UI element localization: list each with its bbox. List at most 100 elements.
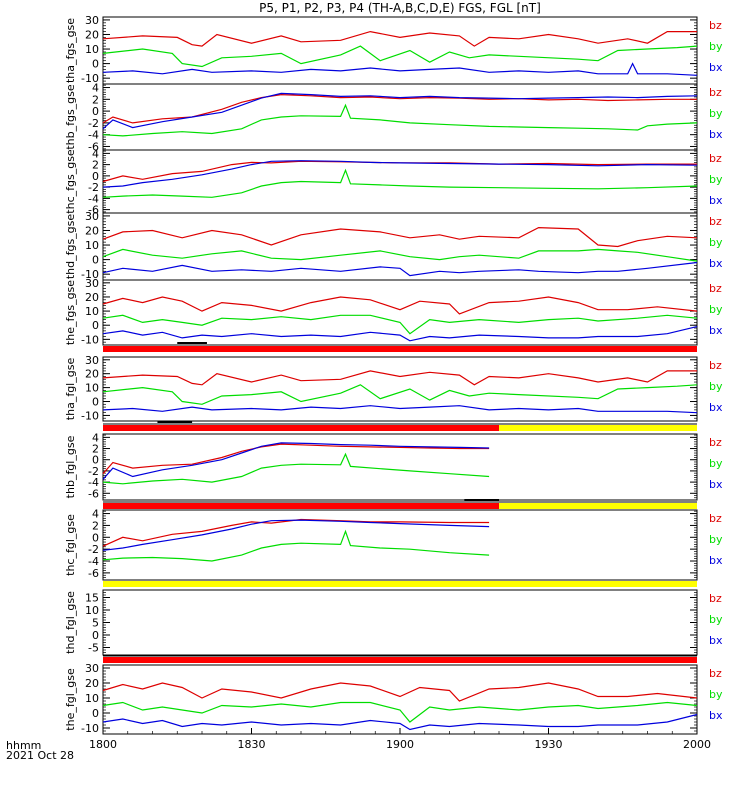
series-by	[102, 452, 490, 485]
series-bx	[102, 92, 698, 130]
y-tick-label: 15	[85, 592, 99, 605]
y-tick-label: -4	[88, 129, 99, 142]
y-tick-label: 20	[85, 224, 99, 237]
series-bz	[102, 30, 697, 47]
legend-by: by	[709, 303, 723, 316]
y-tick-label: -10	[81, 409, 99, 422]
status-bar	[103, 421, 697, 431]
legend-bx: bx	[709, 478, 723, 491]
y-tick-label: -10	[81, 722, 99, 735]
panel-thb_fgl_gse: 420-2-4-6 thb_fgl_gse bz by bx	[64, 431, 723, 501]
y-tick-label: 0	[92, 396, 99, 409]
y-tick-label: -10	[81, 72, 99, 85]
x-tick-label: 1900	[386, 738, 414, 751]
y-tick-label: -4	[88, 192, 99, 205]
y-tick-label: 10	[85, 239, 99, 252]
legend-bz: bz	[709, 215, 722, 228]
panel-thc_fgl_gse: 420-2-4-6 thc_fgl_gse bz by bx	[64, 508, 723, 581]
y-tick-label: 30	[85, 277, 99, 290]
y-tick-label: 4	[92, 82, 99, 95]
status-segment-red	[103, 346, 697, 352]
chart-title: P5, P1, P2, P3, P4 (TH-A,B,C,D,E) FGS, F…	[259, 1, 541, 15]
legend-by: by	[709, 380, 723, 393]
y-tick-label: 30	[85, 210, 99, 223]
status-bar	[103, 342, 697, 352]
series-bx	[102, 261, 698, 277]
y-tick-label: 10	[85, 305, 99, 318]
y-axis-label: thc_fgs_gse	[64, 149, 77, 214]
status-bars	[103, 342, 697, 663]
legend-bz: bz	[709, 152, 722, 165]
x-axis-label-hhmm: hhmm	[6, 739, 42, 752]
panel-thb_fgs_gse: 420-2-4-6 thb_fgs_gse bz by bx	[64, 82, 723, 154]
x-tick-label: 1930	[535, 738, 563, 751]
y-tick-label: -2	[88, 543, 99, 556]
legend-bx: bx	[709, 709, 723, 722]
status-segment-yellow	[103, 581, 697, 587]
series-bx	[102, 519, 490, 551]
legend-bz: bz	[709, 86, 722, 99]
y-tick-label: 0	[92, 254, 99, 267]
y-tick-label: 4	[92, 508, 99, 521]
series-by	[102, 103, 698, 137]
legend-by: by	[709, 457, 723, 470]
legend-by: by	[709, 107, 723, 120]
x-tick-label: 1800	[89, 738, 117, 751]
legend-bz: bz	[709, 436, 722, 449]
y-axis-label: thc_fgl_gse	[64, 514, 77, 576]
y-tick-label: -2	[88, 117, 99, 130]
series-bz	[102, 226, 698, 248]
y-tick-label: 0	[92, 105, 99, 118]
y-tick-label: 20	[85, 291, 99, 304]
series-bz	[102, 443, 490, 475]
legend-bx: bx	[709, 194, 723, 207]
panel-frame	[102, 509, 698, 581]
y-tick-label: 2	[92, 159, 99, 172]
y-tick-label: 20	[85, 368, 99, 381]
y-tick-label: 10	[85, 382, 99, 395]
y-tick-label: 0	[92, 454, 99, 467]
y-tick-label: -6	[88, 487, 99, 500]
x-axis: 1800 1830 1900 1930 2000	[89, 728, 711, 751]
legend-bx: bx	[709, 61, 723, 74]
status-tick	[157, 421, 193, 423]
status-segment-red	[103, 425, 499, 431]
y-tick-label: -5	[88, 642, 99, 655]
series-by	[102, 701, 698, 723]
y-tick-label: -6	[88, 204, 99, 217]
y-tick-label: 10	[85, 692, 99, 705]
y-tick-label: 0	[92, 170, 99, 183]
y-tick-label: 0	[92, 629, 99, 642]
series-bx	[102, 405, 698, 414]
y-tick-label: 30	[85, 354, 99, 367]
y-tick-label: 0	[92, 58, 99, 71]
status-tick	[464, 499, 499, 501]
y-tick-label: 4	[92, 147, 99, 160]
y-tick-label: 0	[92, 707, 99, 720]
series-bz	[102, 370, 697, 386]
legend-by: by	[709, 688, 723, 701]
y-tick-label: 30	[85, 662, 99, 675]
series-by	[102, 529, 490, 562]
status-segment-yellow	[499, 503, 697, 509]
y-axis-label: tha_fgs_gse	[64, 18, 77, 83]
y-tick-label: -2	[88, 181, 99, 194]
y-axis-label: thd_fgl_gse	[64, 591, 77, 654]
legend-bz: bz	[709, 667, 722, 680]
y-tick-label: 2	[92, 519, 99, 532]
legend-bz: bz	[709, 359, 722, 372]
y-tick-label: -4	[88, 555, 99, 568]
series-bx	[102, 62, 698, 76]
panel-frame	[102, 589, 698, 656]
panel-frame	[102, 212, 698, 281]
status-bar	[103, 655, 697, 663]
legend-bz: bz	[709, 512, 722, 525]
panel-frame	[102, 356, 698, 422]
legend-by: by	[709, 40, 723, 53]
y-axis-label: thd_fgs_gse	[64, 214, 77, 280]
y-axis-label: the_fgl_gse	[64, 668, 77, 731]
